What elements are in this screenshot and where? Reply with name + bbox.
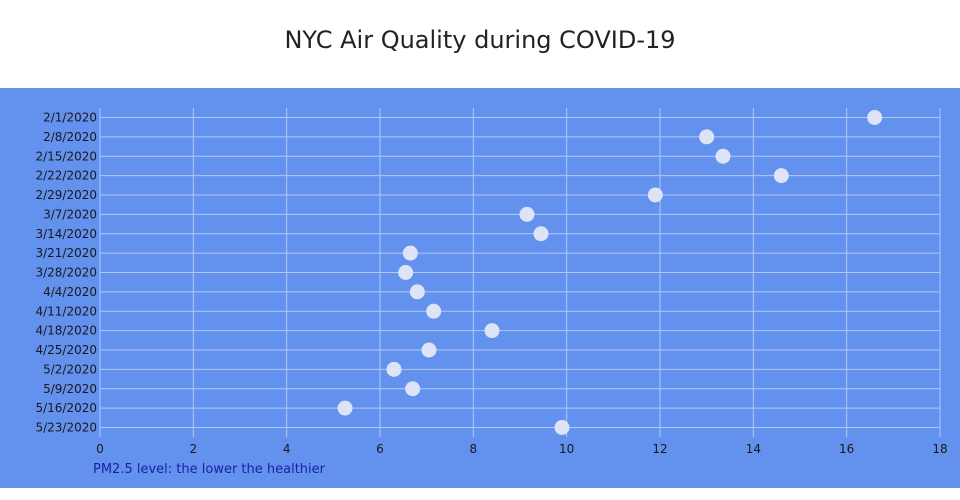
data-point xyxy=(519,206,535,222)
data-point xyxy=(421,342,437,358)
x-tick-label: 4 xyxy=(283,442,291,456)
y-tick-label: 4/25/2020 xyxy=(35,343,97,357)
data-point xyxy=(484,323,500,339)
data-point xyxy=(398,265,414,280)
y-tick-label: 2/1/2020 xyxy=(43,111,97,125)
data-point xyxy=(405,381,421,397)
x-axis-label: PM2.5 level: the lower the healthier xyxy=(93,462,326,477)
y-tick-label: 3/21/2020 xyxy=(35,246,97,260)
y-tick-label: 3/14/2020 xyxy=(35,227,97,241)
x-tick-label: 0 xyxy=(96,442,104,456)
data-point xyxy=(699,129,715,145)
data-point xyxy=(426,303,442,319)
data-point xyxy=(337,400,353,416)
y-tick-label: 3/7/2020 xyxy=(43,207,97,221)
data-point xyxy=(867,110,883,125)
y-tick-label: 3/28/2020 xyxy=(35,266,97,280)
x-tick-label: 18 xyxy=(932,442,947,456)
y-tick-label: 2/15/2020 xyxy=(35,149,97,163)
y-tick-label: 2/8/2020 xyxy=(43,130,97,144)
data-point xyxy=(715,148,731,164)
x-tick-label: 14 xyxy=(746,442,761,456)
y-tick-label: 5/2/2020 xyxy=(43,362,97,376)
y-tick-label: 2/22/2020 xyxy=(35,169,97,183)
y-tick-label: 5/16/2020 xyxy=(35,401,97,415)
y-tick-label: 4/4/2020 xyxy=(43,285,97,299)
y-tick-label: 4/18/2020 xyxy=(35,324,97,338)
data-point xyxy=(402,245,418,261)
x-tick-label: 12 xyxy=(652,442,667,456)
data-point xyxy=(647,187,663,203)
x-tick-label: 16 xyxy=(839,442,854,456)
data-point xyxy=(554,420,570,435)
x-tick-label: 10 xyxy=(559,442,574,456)
data-point xyxy=(409,284,425,300)
data-point xyxy=(386,361,402,377)
y-tick-label: 2/29/2020 xyxy=(35,188,97,202)
data-point xyxy=(773,168,789,184)
chart-title: NYC Air Quality during COVID-19 xyxy=(284,26,676,54)
plot-background xyxy=(0,88,960,488)
x-tick-label: 8 xyxy=(470,442,478,456)
x-tick-label: 6 xyxy=(376,442,384,456)
y-tick-label: 5/9/2020 xyxy=(43,382,97,396)
data-point xyxy=(533,226,549,242)
y-tick-label: 5/23/2020 xyxy=(35,421,97,435)
y-tick-label: 4/11/2020 xyxy=(35,304,97,318)
x-tick-label: 2 xyxy=(190,442,198,456)
